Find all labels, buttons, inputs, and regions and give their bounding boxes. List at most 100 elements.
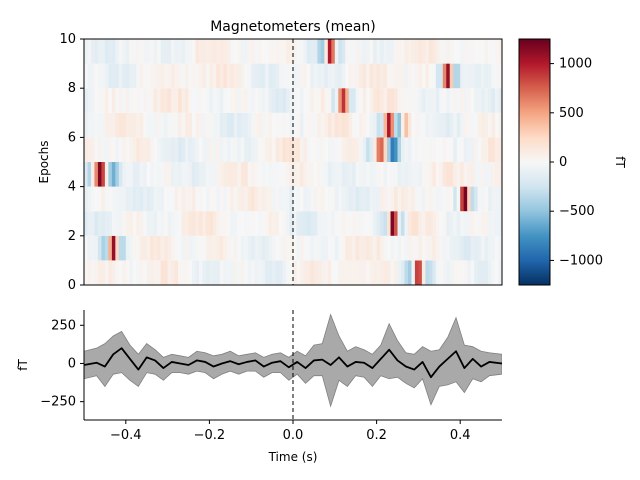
heatmap-cell [477, 112, 482, 138]
heatmap-cell [268, 211, 273, 236]
heatmap-cell [146, 162, 151, 187]
heatmap-cells [84, 39, 502, 285]
heatmap-cell [286, 211, 290, 236]
heatmap-cell [303, 186, 308, 212]
heatmap-cell [212, 112, 217, 138]
heatmap-cell [366, 112, 371, 138]
heatmap-cell [286, 112, 290, 138]
heatmap-cell [498, 88, 502, 113]
heatmap-cell [198, 39, 203, 64]
heatmap-cell [188, 235, 193, 261]
heatmap-cell [118, 211, 123, 236]
heatmap-cell [198, 88, 203, 113]
evoked-x-tick-label: 0.4 [450, 428, 471, 443]
heatmap-cell [373, 63, 377, 89]
heatmap-cell [394, 186, 398, 212]
heatmap-cell [94, 88, 99, 113]
heatmap-cell [341, 260, 346, 285]
heatmap-cell [258, 112, 263, 138]
heatmap-cell [348, 63, 353, 89]
heatmap-cell [157, 162, 162, 187]
heatmap-cell [268, 39, 273, 64]
heatmap-cell [164, 63, 168, 89]
heatmap-cell [390, 235, 395, 261]
heatmap-cell [446, 39, 451, 64]
heatmap-cell [247, 211, 252, 236]
heatmap-cell [97, 137, 102, 162]
heatmap-cell [118, 162, 123, 187]
heatmap-cell [195, 88, 200, 113]
heatmap-cell [132, 137, 137, 162]
heatmap-cell [219, 211, 224, 236]
heatmap-cell [181, 211, 186, 236]
heatmap-cell [407, 39, 412, 64]
heatmap-cell [286, 137, 290, 162]
heatmap-cell [286, 88, 290, 113]
heatmap-cell [240, 211, 245, 236]
heatmap-cell [265, 112, 270, 138]
heatmap-cell [146, 211, 151, 236]
heatmap-cell [279, 211, 283, 236]
heatmap-cell [219, 260, 224, 285]
heatmap-cell [219, 112, 224, 138]
heatmap-cell [463, 63, 468, 89]
heatmap-cell [261, 39, 266, 64]
heatmap-cell [247, 137, 252, 162]
heatmap-cell [191, 112, 196, 138]
heatmap-cell [181, 112, 186, 138]
heatmap-cell [275, 39, 280, 64]
heatmap-cell [205, 186, 210, 212]
heatmap-cell [146, 137, 151, 162]
heatmap-cell [265, 235, 270, 261]
heatmap-cell [376, 211, 381, 236]
heatmap-cell [174, 186, 179, 212]
heatmap-cell [191, 186, 196, 212]
heatmap-cell [286, 260, 290, 285]
heatmap-cell [115, 112, 120, 138]
heatmap-cell [191, 63, 196, 89]
heatmap-cell [334, 63, 339, 89]
heatmap-cell [122, 112, 127, 138]
heatmap-cell [400, 39, 405, 64]
heatmap-cell [178, 112, 182, 138]
heatmap-cell [373, 211, 377, 236]
evoked-y-label: fT [16, 359, 30, 371]
heatmap-cell [407, 211, 412, 236]
heatmap-cell [442, 112, 447, 138]
heatmap-cell [411, 260, 416, 285]
heatmap-cell [205, 39, 210, 64]
heatmap-cell [299, 162, 304, 187]
heatmap-cell [428, 88, 433, 113]
heatmap-cell [233, 235, 238, 261]
heatmap-cell [334, 235, 339, 261]
heatmap-cell [470, 211, 475, 236]
heatmap-cell [209, 211, 214, 236]
heatmap-cell [261, 63, 266, 89]
heatmap-cell [195, 137, 200, 162]
heatmap-cell [460, 162, 465, 187]
heatmap-cell [286, 39, 290, 64]
heatmap-cell [299, 260, 304, 285]
heatmap-cell [279, 162, 283, 187]
heatmap-cell [474, 137, 479, 162]
heatmap-cell [435, 112, 440, 138]
heatmap-cell [111, 260, 116, 285]
colorbar-tick-label: −500 [559, 204, 595, 219]
heatmap-cell [341, 112, 346, 138]
heatmap-cell [164, 162, 168, 187]
heatmap-cell [345, 137, 350, 162]
heatmap-cell [164, 235, 168, 261]
heatmap-cell [265, 186, 270, 212]
heatmap-cell [463, 235, 468, 261]
heatmap-cell [327, 63, 332, 89]
heatmap-cell [219, 63, 224, 89]
heatmap-cell [240, 39, 245, 64]
heatmap-cell [125, 88, 130, 113]
heatmap-cell [331, 260, 336, 285]
heatmap-cell [94, 162, 99, 187]
heatmap-cell [104, 235, 109, 261]
heatmap-cell [306, 137, 311, 162]
heatmap-cell [240, 88, 245, 113]
heatmap-cell [463, 162, 468, 187]
heatmap-cell [380, 88, 384, 113]
